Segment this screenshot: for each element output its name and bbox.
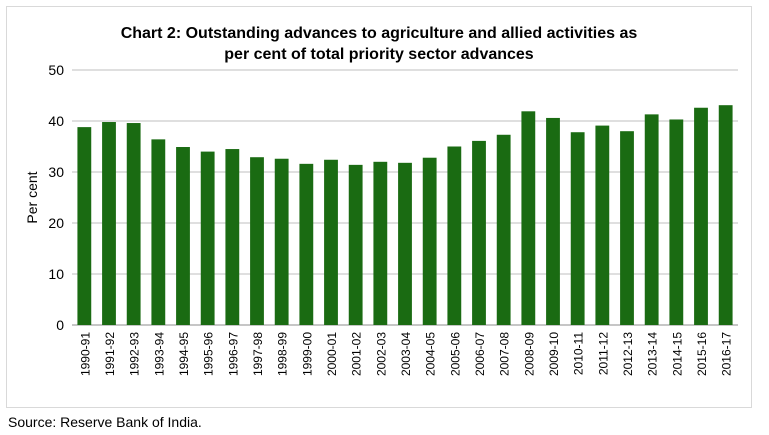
y-tick-label: 40 <box>48 113 64 129</box>
x-tick-label: 2005-06 <box>448 332 462 376</box>
bar <box>200 151 215 325</box>
x-tick-label: 1997-98 <box>251 332 265 376</box>
y-tick-label: 20 <box>48 215 64 231</box>
bar <box>348 164 363 325</box>
bar <box>126 123 141 325</box>
bar <box>595 125 610 325</box>
x-tick-label: 2010-11 <box>572 332 586 375</box>
bar <box>669 119 684 325</box>
x-tick-label: 2001-02 <box>350 332 364 376</box>
x-tick-label: 2003-04 <box>399 332 413 376</box>
chart-frame: Chart 2: Outstanding advances to agricul… <box>6 6 752 408</box>
x-tick-label: 2007-08 <box>498 332 512 376</box>
bar <box>422 157 437 325</box>
x-tick-label: 2008-09 <box>522 332 536 376</box>
bar <box>373 161 388 325</box>
x-tick-label: 1994-95 <box>177 332 191 376</box>
x-tick-label: 2006-07 <box>473 332 487 376</box>
x-tick-label: 1990-91 <box>78 332 92 376</box>
bar <box>398 162 412 325</box>
x-tick-label: 1996-97 <box>226 332 240 376</box>
x-tick-label: 1999-00 <box>300 332 314 376</box>
x-tick-label: 2000-01 <box>325 332 339 376</box>
bar <box>225 149 240 325</box>
y-tick-label: 30 <box>48 164 64 180</box>
y-tick-label: 0 <box>56 317 64 333</box>
bar <box>620 131 634 325</box>
source-note: Source: Reserve Bank of India. <box>8 414 202 430</box>
bar <box>274 158 289 325</box>
y-axis-label: Per cent <box>24 171 40 223</box>
x-tick-label: 2015-16 <box>695 332 709 376</box>
x-tick-label: 1998-99 <box>276 332 290 376</box>
x-tick-label: 2009-10 <box>547 332 561 376</box>
bar <box>151 139 166 325</box>
bar <box>570 132 585 325</box>
bar <box>77 127 92 326</box>
x-tick-label: 1991-92 <box>103 332 117 376</box>
x-tick-label: 2002-03 <box>374 332 388 376</box>
bar <box>694 107 708 326</box>
x-tick-label: 2013-14 <box>646 332 660 376</box>
x-tick-label: 2012-13 <box>621 332 635 376</box>
bar <box>102 122 116 326</box>
bar <box>546 117 560 325</box>
x-tick-label: 1995-96 <box>202 332 216 376</box>
bar <box>176 147 190 325</box>
bar <box>496 134 511 325</box>
x-tick-label: 2016-17 <box>720 332 734 376</box>
chart-title: Chart 2: Outstanding advances to agricul… <box>120 25 638 63</box>
y-tick-label: 50 <box>48 62 64 78</box>
bar <box>718 105 733 325</box>
bar <box>521 111 536 325</box>
bar <box>447 146 462 325</box>
x-tick-label: 1992-93 <box>128 332 142 376</box>
y-tick-label: 10 <box>48 266 64 282</box>
bar <box>299 163 314 325</box>
bar <box>644 114 659 326</box>
bar <box>472 140 486 325</box>
x-tick-label: 2004-05 <box>424 332 438 376</box>
x-tick-label: 2011-12 <box>596 332 610 375</box>
x-tick-label: 1993-94 <box>152 332 166 376</box>
bar <box>250 157 264 325</box>
bar <box>324 159 338 325</box>
x-tick-label: 2014-15 <box>670 332 684 376</box>
